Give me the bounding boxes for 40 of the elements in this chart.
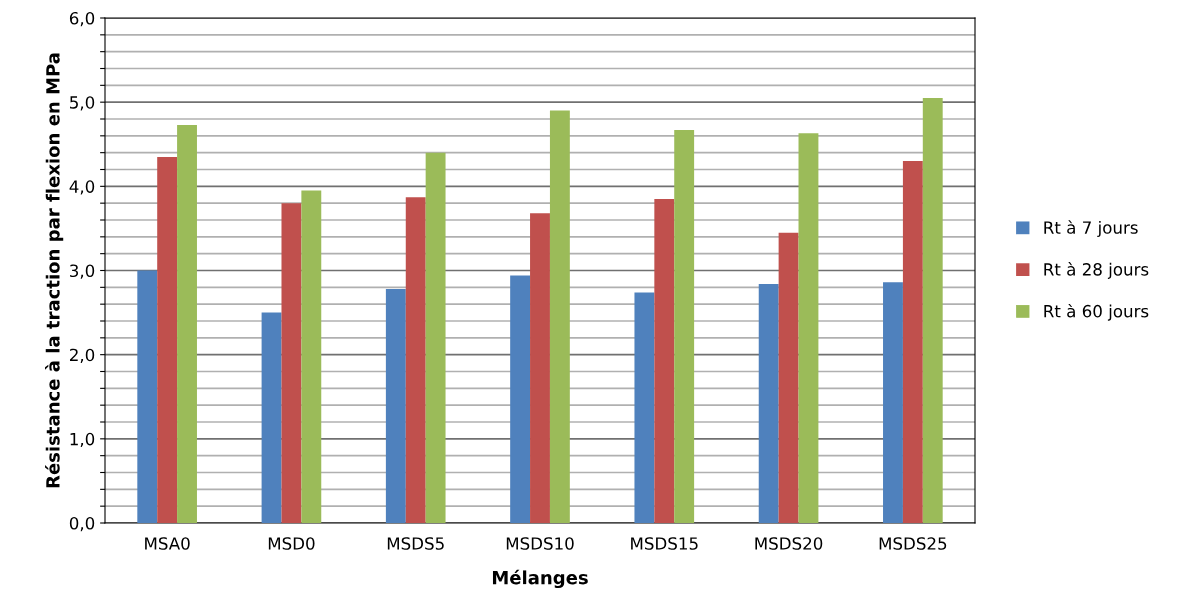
x-tick-label: MSDS15 bbox=[631, 537, 698, 550]
bar bbox=[922, 97, 943, 523]
bar bbox=[261, 312, 282, 523]
bar bbox=[654, 198, 675, 523]
bar bbox=[674, 129, 695, 523]
y-tick-label: 6,0 bbox=[69, 11, 95, 27]
y-tick-label: 1,0 bbox=[70, 432, 95, 448]
legend-label: Rt à 28 jours bbox=[1044, 262, 1149, 279]
bar bbox=[405, 197, 426, 523]
bar bbox=[301, 190, 322, 523]
bar bbox=[157, 156, 178, 523]
bar bbox=[798, 133, 819, 523]
x-tick-label: MSDS20 bbox=[755, 537, 823, 550]
bar bbox=[549, 110, 570, 523]
x-tick-label: MSA0 bbox=[145, 537, 190, 550]
x-tick-label: MSDS25 bbox=[879, 537, 947, 550]
x-axis-title: Mélanges bbox=[492, 569, 588, 589]
x-tick-label: MSD0 bbox=[268, 537, 315, 550]
bar bbox=[902, 161, 923, 523]
legend-label: Rt à 60 jours bbox=[1044, 303, 1149, 321]
legend-label: Rt à 7 jours bbox=[1044, 220, 1138, 238]
x-tick-label: MSDS10 bbox=[506, 537, 574, 550]
y-tick-label: 5,0 bbox=[70, 96, 95, 111]
x-tick-label: MSDS5 bbox=[387, 537, 444, 550]
bar bbox=[281, 203, 302, 523]
bar bbox=[510, 275, 531, 523]
y-tick-label: 2,0 bbox=[69, 348, 95, 363]
bar bbox=[758, 283, 779, 523]
bar bbox=[778, 232, 799, 523]
bar bbox=[883, 282, 903, 523]
bar bbox=[425, 152, 446, 523]
bar bbox=[177, 124, 197, 523]
bar bbox=[385, 289, 406, 523]
y-tick-label: 3,0 bbox=[70, 264, 95, 279]
y-tick-label: 0,0 bbox=[69, 516, 95, 532]
y-tick-label: 4,0 bbox=[69, 180, 95, 195]
bar bbox=[137, 270, 158, 523]
bar bbox=[530, 213, 550, 523]
y-axis-title: Résistance à la traction par flexion en MPa bbox=[45, 53, 64, 488]
bar bbox=[634, 292, 655, 523]
